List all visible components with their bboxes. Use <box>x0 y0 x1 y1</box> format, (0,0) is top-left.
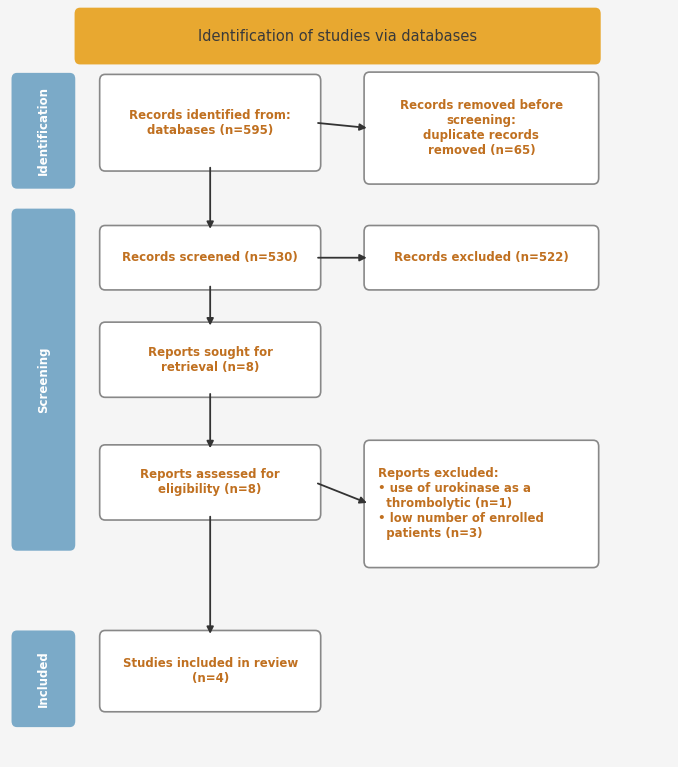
Text: Records identified from:
databases (n=595): Records identified from: databases (n=59… <box>129 109 291 137</box>
Text: Identification of studies via databases: Identification of studies via databases <box>198 28 477 44</box>
FancyBboxPatch shape <box>100 630 321 712</box>
FancyBboxPatch shape <box>364 225 599 290</box>
FancyBboxPatch shape <box>100 225 321 290</box>
Text: Included: Included <box>37 650 50 707</box>
Text: Screening: Screening <box>37 347 50 413</box>
Text: Reports assessed for
eligibility (n=8): Reports assessed for eligibility (n=8) <box>140 469 280 496</box>
FancyBboxPatch shape <box>12 209 75 551</box>
FancyBboxPatch shape <box>12 73 75 189</box>
FancyBboxPatch shape <box>75 8 601 64</box>
Text: Studies included in review
(n=4): Studies included in review (n=4) <box>123 657 298 685</box>
Text: Records removed before
screening:
duplicate records
removed (n=65): Records removed before screening: duplic… <box>400 99 563 157</box>
FancyBboxPatch shape <box>100 445 321 520</box>
Text: Records screened (n=530): Records screened (n=530) <box>122 252 298 264</box>
FancyBboxPatch shape <box>364 72 599 184</box>
FancyBboxPatch shape <box>100 74 321 171</box>
Text: Identification: Identification <box>37 86 50 176</box>
Text: Reports excluded:
• use of urokinase as a
  thrombolytic (n=1)
• low number of e: Reports excluded: • use of urokinase as … <box>378 467 544 541</box>
Text: Records excluded (n=522): Records excluded (n=522) <box>394 252 569 264</box>
FancyBboxPatch shape <box>12 630 75 727</box>
Text: Reports sought for
retrieval (n=8): Reports sought for retrieval (n=8) <box>148 346 273 374</box>
FancyBboxPatch shape <box>100 322 321 397</box>
FancyBboxPatch shape <box>364 440 599 568</box>
